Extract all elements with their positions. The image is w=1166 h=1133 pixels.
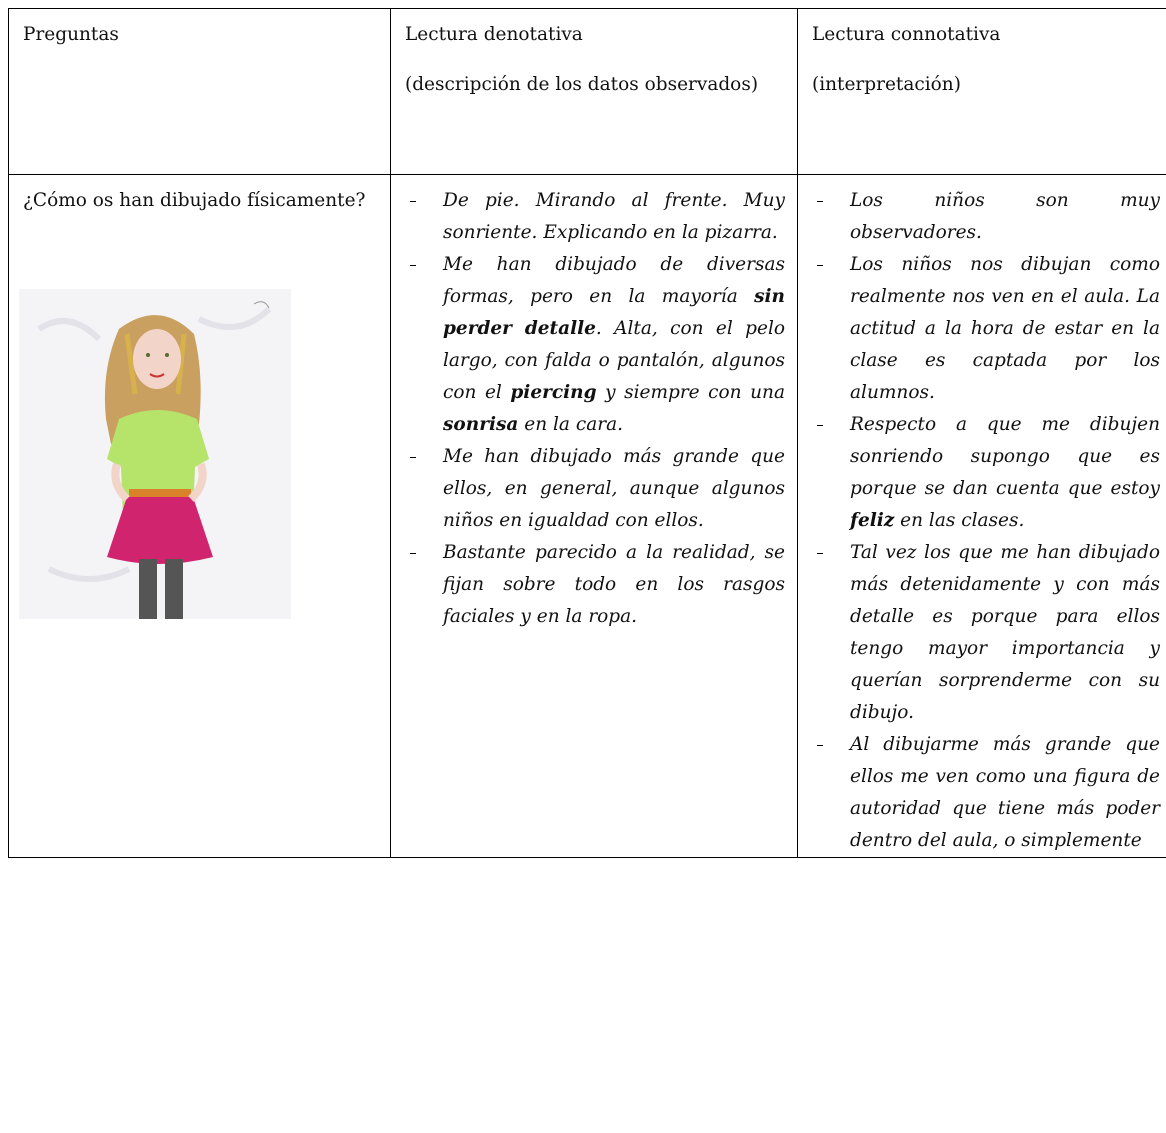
table: Preguntas Lectura denotativa (descripción … (8, 8, 1166, 858)
header-text: Preguntas (23, 24, 119, 45)
header-text: (interpretación) (812, 74, 961, 95)
text-run: . Alta, con el pelo largo, con falda o p… (443, 318, 785, 403)
header-text: Lectura connotativa (812, 24, 1001, 45)
denotative-list: De pie. Mirando al frente. Muy sonriente… (405, 185, 785, 633)
text-run: Al dibujarme más grande que ellos me ven… (850, 734, 1160, 851)
connotative-cell: Los niños son muy observadores. Los niños… (797, 174, 1166, 858)
bold-run: sonrisa (443, 414, 519, 435)
connotative-list: Los niños son muy observadores. Los niños… (812, 185, 1160, 857)
bullet: Bastante parecido a la realidad, se fija… (410, 537, 785, 633)
text-run: Me han dibujado más grande que ellos, en… (443, 446, 785, 531)
bullet: Los niños son muy observadores. (817, 185, 1160, 249)
header-text: Lectura denotativa (405, 24, 583, 45)
header-cell: Lectura connotativa (interpretación) (797, 8, 1166, 175)
text-run: Los niños son muy observadores. (850, 190, 1160, 243)
bullet: Me han dibujado más grande que ellos, en… (410, 441, 785, 537)
question: ¿Cómo os han dibujado físicamente? (23, 190, 366, 211)
bullet: De pie. Mirando al frente. Muy sonriente… (410, 185, 785, 249)
bold-run: sin perder detalle (443, 286, 785, 339)
text-run: Me han dibujado de diversas formas, pero… (443, 254, 785, 307)
bullet: Me han dibujado de diversas formas, pero… (410, 249, 785, 441)
bullet: Tal vez los que me han dibujado más dete… (817, 537, 1160, 729)
bullet: Los niños nos dibujan como realmente nos… (817, 249, 1160, 409)
document: Preguntas Lectura denotativa (descripción … (8, 8, 1166, 1133)
text-run: De pie. Mirando al frente. Muy sonriente… (443, 190, 785, 243)
header-cell: Lectura denotativa (descripción de los da… (390, 8, 798, 175)
text-run: en la cara. (518, 414, 623, 435)
header-text: (descripción de los datos observados) (405, 74, 759, 95)
header-cell: Preguntas (8, 8, 391, 175)
text-run: y siempre con una (596, 382, 785, 403)
bullet: Al dibujarme más grande que ellos me ven… (817, 729, 1160, 857)
text-run: en las clases. (894, 510, 1025, 531)
text-run: Los niños nos dibujan como realmente nos… (850, 254, 1160, 403)
text-run: Respecto a que me dibujen sonriendo supo… (850, 414, 1160, 499)
text-run: Bastante parecido a la realidad, se fija… (443, 542, 785, 627)
bullet: Respecto a que me dibujen sonriendo supo… (817, 409, 1160, 537)
header-row: Preguntas Lectura denotativa (descripción … (8, 8, 1166, 175)
denotative-cell: De pie. Mirando al frente. Muy sonriente… (390, 174, 798, 858)
row: ¿Cómo os han dibujado físicamente? De pi… (8, 174, 1166, 858)
question-cell: ¿Cómo os han dibujado físicamente? (8, 174, 391, 858)
text-run: Tal vez los que me han dibujado más dete… (850, 542, 1160, 723)
bold-run: piercing (510, 382, 597, 403)
drawing-image (19, 289, 291, 619)
bold-run: feliz (850, 510, 895, 531)
